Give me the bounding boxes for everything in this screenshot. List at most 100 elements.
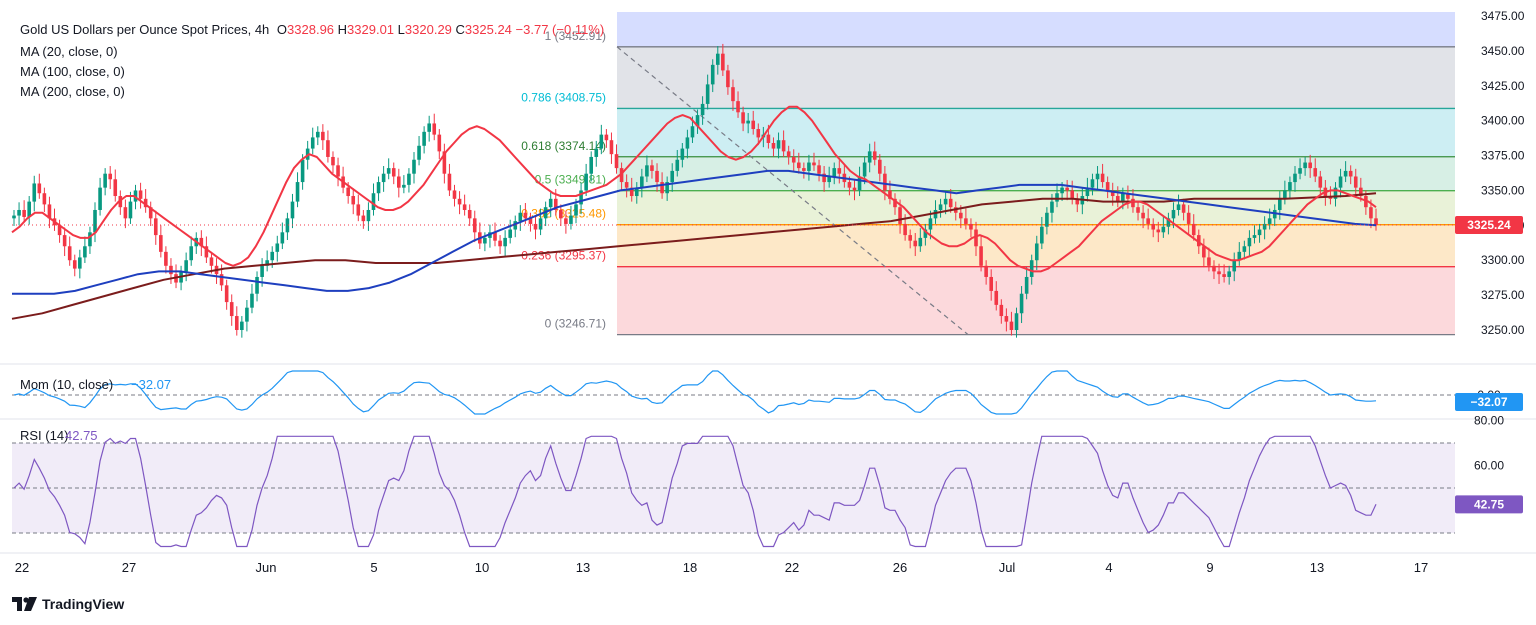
- candle: [594, 140, 599, 167]
- candle: [1136, 201, 1140, 221]
- candle: [736, 91, 740, 118]
- candle: [533, 216, 538, 240]
- candle: [1207, 247, 1211, 272]
- candle: [700, 96, 705, 125]
- candle: [361, 209, 366, 229]
- candle: [366, 202, 371, 231]
- candle: [776, 132, 781, 159]
- candle: [1338, 168, 1343, 198]
- fib-label-0.786: 0.786 (3408.75): [521, 90, 606, 104]
- price-tick-label: 3350.00: [1481, 183, 1525, 197]
- candle: [1237, 242, 1242, 266]
- candle: [1212, 260, 1216, 280]
- candle: [675, 149, 680, 177]
- candle: [321, 124, 325, 150]
- candle: [1045, 207, 1049, 235]
- candle: [796, 152, 801, 174]
- candle: [645, 155, 649, 183]
- time-tick-label: 27: [122, 560, 136, 575]
- brand-logo[interactable]: TradingView: [12, 596, 124, 612]
- candle: [1065, 179, 1069, 201]
- rsi-tick-label: 80.00: [1474, 414, 1504, 428]
- candle: [908, 229, 912, 249]
- candle: [1303, 156, 1307, 176]
- candle: [336, 157, 340, 187]
- candle: [984, 260, 988, 285]
- candle: [32, 175, 37, 212]
- candle: [1156, 221, 1161, 243]
- candle: [1202, 238, 1206, 268]
- candle: [402, 175, 406, 194]
- fib-zone-1: [617, 46, 1455, 109]
- legend-ma100[interactable]: MA (100, close, 0): [20, 64, 125, 79]
- candle: [1100, 163, 1105, 188]
- candle: [1343, 161, 1348, 183]
- candle: [1186, 205, 1191, 234]
- time-tick-label: 13: [576, 560, 590, 575]
- candle: [640, 168, 644, 198]
- candle: [756, 123, 761, 146]
- candle: [670, 163, 675, 192]
- candle: [1151, 218, 1156, 238]
- candle: [619, 162, 624, 190]
- high-value: 3329.01: [347, 22, 395, 37]
- candle: [1141, 205, 1145, 229]
- candle: [1181, 198, 1186, 221]
- candle: [467, 204, 472, 227]
- candle: [508, 219, 512, 244]
- candle: [42, 187, 47, 213]
- price-tick-label: 3275.00: [1481, 288, 1525, 302]
- rsi-value: 42.75: [65, 428, 98, 443]
- candle: [872, 141, 877, 166]
- legend-ma20[interactable]: MA (20, close, 0): [20, 44, 118, 59]
- candle: [852, 179, 857, 201]
- legend-ma200[interactable]: MA (200, close, 0): [20, 84, 125, 99]
- candle: [599, 124, 604, 155]
- change-value: −3.77 (−0.11%): [515, 22, 605, 37]
- candle: [1217, 263, 1221, 284]
- candle: [564, 210, 568, 234]
- candle: [88, 226, 92, 254]
- mom-badge-label: −32.07: [1470, 395, 1507, 409]
- close-value: 3325.24: [464, 22, 512, 37]
- candle: [1085, 177, 1090, 202]
- candle: [275, 235, 280, 262]
- fib-zone-top: [617, 12, 1455, 47]
- time-tick-label: 13: [1310, 560, 1324, 575]
- candle: [969, 218, 973, 238]
- indicator-legend: MA (20, close, 0) MA (100, close, 0) MA …: [20, 42, 125, 102]
- candle: [442, 143, 447, 184]
- candle: [493, 222, 497, 247]
- open-value: 3328.96: [287, 22, 335, 37]
- candle: [1298, 158, 1302, 180]
- candle: [498, 235, 502, 254]
- ma20-line: [11, 105, 1377, 273]
- candle: [381, 166, 386, 192]
- candle: [159, 225, 163, 258]
- candle: [472, 210, 477, 243]
- fib-trend-line: [616, 46, 969, 336]
- time-tick-label: 9: [1206, 560, 1213, 575]
- fib-label-0.618: 0.618 (3374.14): [521, 139, 606, 153]
- momentum-line: [13, 370, 1377, 415]
- candle: [98, 177, 102, 216]
- candle: [741, 106, 745, 132]
- candle: [57, 219, 62, 243]
- candle: [518, 205, 523, 231]
- candle: [290, 193, 295, 229]
- candle: [893, 193, 897, 215]
- candle: [326, 130, 330, 163]
- candle: [17, 202, 21, 226]
- candle: [685, 129, 690, 159]
- time-tick-label: 4: [1105, 560, 1112, 575]
- candle: [113, 169, 118, 202]
- candle: [417, 136, 421, 166]
- candle: [918, 228, 923, 252]
- candle: [528, 212, 533, 232]
- time-tick-label: 17: [1414, 560, 1428, 575]
- candle: [376, 176, 381, 201]
- candle: [1257, 223, 1262, 243]
- fib-label-0.382: 0.382 (3325.48): [521, 207, 606, 221]
- candle: [1040, 216, 1044, 250]
- candle: [78, 249, 82, 279]
